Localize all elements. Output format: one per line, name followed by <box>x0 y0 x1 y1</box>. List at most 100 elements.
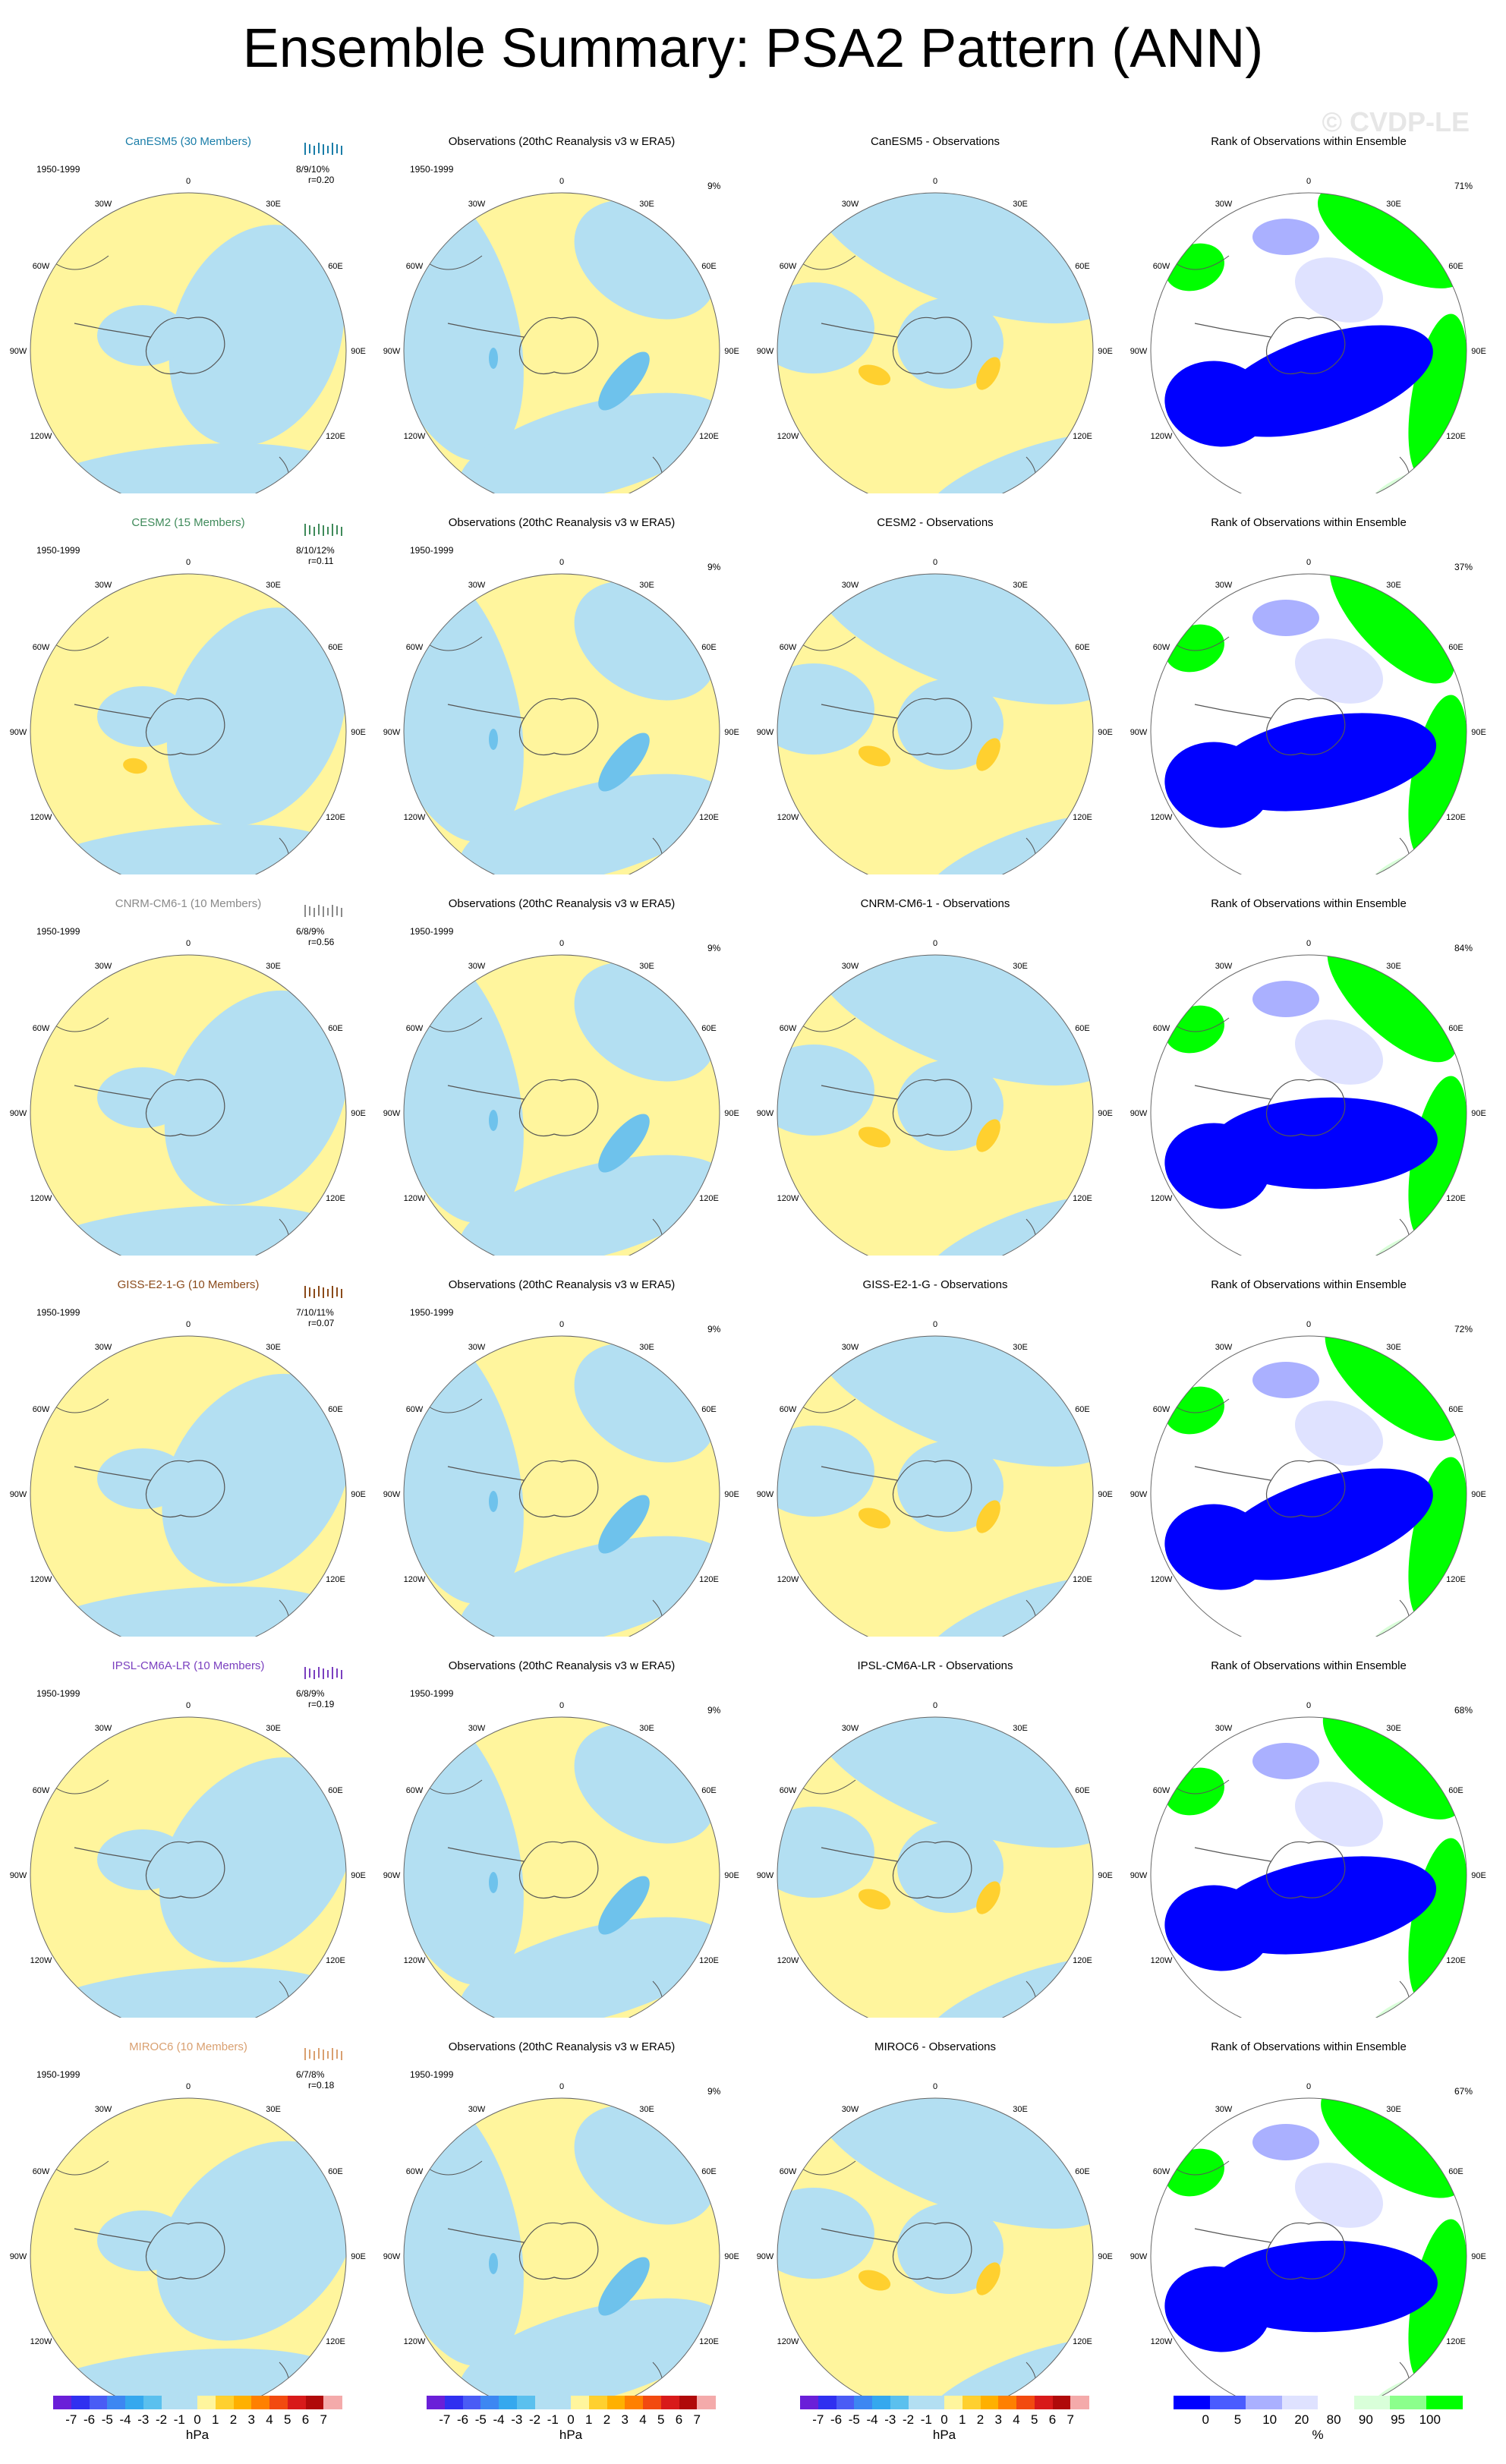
longitude-label: 0 <box>1306 939 1311 948</box>
longitude-label: 90E <box>1098 1109 1113 1118</box>
explained-variance: 9% <box>707 2086 721 2097</box>
longitude-label: 90W <box>757 1109 774 1118</box>
longitude-label: 120E <box>326 432 345 441</box>
longitude-label: 30W <box>1215 1724 1233 1733</box>
antarctic-peninsula-outline <box>447 1847 525 1862</box>
longitude-label: 90E <box>724 347 739 356</box>
rank-low-region <box>1164 742 1271 828</box>
colorbar-tick-label: 7 <box>320 2412 327 2427</box>
longitude-label: 90E <box>351 1490 366 1499</box>
longitude-label: 120E <box>699 813 719 822</box>
longitude-label: 0 <box>186 558 191 567</box>
panel-title: Observations (20thC Reanalysis v3 w ERA5… <box>448 135 676 148</box>
colorbar-swatch <box>161 2396 180 2409</box>
longitude-label: 90W <box>10 1109 27 1118</box>
colorbar-tick-label: 2 <box>229 2412 238 2427</box>
longitude-label: 0 <box>186 1320 191 1329</box>
colorbar-swatch <box>1318 2396 1354 2409</box>
rank-percentage: 68% <box>1454 1705 1473 1716</box>
antarctic-peninsula-outline <box>1194 704 1271 719</box>
colorbar-tick-label: -1 <box>173 2412 185 2427</box>
colorbar-tick-label: -2 <box>528 2412 541 2427</box>
negative-anomaly-region <box>164 990 346 1205</box>
longitude-label: 120W <box>404 1956 426 1965</box>
longitude-label: 90E <box>1098 347 1113 356</box>
longitude-label: 90E <box>724 1490 739 1499</box>
negative-anomaly-region <box>777 282 874 373</box>
colorbar-swatch <box>1070 2396 1089 2409</box>
strong-positive-region <box>976 1881 1000 1914</box>
longitude-label: 0 <box>559 939 564 948</box>
longitude-label: 30E <box>639 1343 654 1352</box>
polar-map: 030E60E90E120E150E180150W120W90W60W30W <box>383 1701 739 2018</box>
longitude-label: 30W <box>95 581 112 590</box>
pattern-correlation: r=0.07 <box>308 1318 335 1328</box>
colorbar-swatch <box>89 2396 108 2409</box>
colorbar-swatch <box>679 2396 698 2409</box>
antarctica-outline <box>145 1460 225 1517</box>
colorbar-swatch <box>944 2396 963 2409</box>
panel-title: GISS-E2-1-G (10 Members) <box>117 1278 260 1291</box>
negative-anomaly-region <box>30 1967 340 2018</box>
colorbar-tick-label: -3 <box>511 2412 523 2427</box>
colorbar-tick-label: 90 <box>1358 2412 1373 2427</box>
panel-model: 030E60E90E120E150E180150W120W90W60W30WCN… <box>0 876 376 1256</box>
longitude-label: 90W <box>1130 1871 1148 1880</box>
longitude-label: 60E <box>1075 1024 1090 1033</box>
longitude-label: 60W <box>406 1786 424 1795</box>
colorbar-tick-label: 2 <box>603 2412 611 2427</box>
colorbar-swatch <box>625 2396 644 2409</box>
ensemble-whisker-plot <box>304 143 342 155</box>
rank-low-light-region <box>1294 1401 1384 1466</box>
longitude-label: 30W <box>95 962 112 971</box>
antarctic-peninsula-outline <box>74 704 151 719</box>
longitude-label: 60W <box>406 643 424 652</box>
polar-map: 030E60E90E120E150E180150W120W90W60W30W <box>757 558 1113 874</box>
longitude-label: 90W <box>383 347 401 356</box>
colorbar-tick-label: 80 <box>1326 2412 1341 2427</box>
antarctica-outline <box>892 1841 972 1898</box>
colorbar-swatch <box>480 2396 499 2409</box>
longitude-label: 30E <box>1386 962 1401 971</box>
strong-positive-region <box>976 1119 1000 1152</box>
polar-map: 030E60E90E120E150E180150W120W90W60W30W <box>10 558 366 874</box>
map-boundary-circle <box>30 192 347 493</box>
explained-variance: 9% <box>707 1705 721 1716</box>
colorbar-swatch <box>1209 2396 1246 2409</box>
panel-rank: 030E60E90E120E150E180150W120W90W60W30WRa… <box>1120 876 1497 1256</box>
panel-title: Observations (20thC Reanalysis v3 w ERA5… <box>448 897 676 910</box>
strong-positive-region <box>858 1508 891 1529</box>
longitude-label: 90E <box>724 1109 739 1118</box>
panel-title: CESM2 (15 Members) <box>131 516 245 529</box>
longitude-label: 90E <box>351 347 366 356</box>
longitude-label: 60E <box>1075 2167 1090 2176</box>
strong-positive-region <box>858 2270 891 2291</box>
panel-model: 030E60E90E120E150E180150W120W90W60W30WIP… <box>0 1638 376 2018</box>
colorbar-tick-label: -4 <box>119 2412 131 2427</box>
longitude-label: 60W <box>406 262 424 271</box>
strong-negative-region <box>598 1495 650 1554</box>
polar-map: 030E60E90E120E150E180150W120W90W60W30W <box>1130 558 1486 874</box>
colorbar-tick-label: 0 <box>1202 2412 1209 2427</box>
longitude-label: 60E <box>701 1024 717 1033</box>
longitude-label: 90E <box>1471 2252 1486 2261</box>
negative-anomaly-region <box>897 298 1003 389</box>
colorbar-tick-label: 7 <box>1066 2412 1074 2427</box>
polar-map: 030E60E90E120E150E180150W120W90W60W30W <box>757 2082 1113 2399</box>
longitude-label: 120E <box>699 2337 719 2346</box>
colorbar-unit: hPa <box>559 2428 583 2442</box>
antarctic-peninsula-outline <box>1194 1466 1271 1481</box>
colorbar: -7 -6 -5 -4 -3 -2 -1 0 1 2 3 4 5 6 7 hPa <box>53 2396 342 2449</box>
map-boundary-circle <box>30 2097 347 2399</box>
strong-positive-region <box>976 1500 1000 1533</box>
strong-negative-region <box>489 1491 498 1512</box>
colorbar-tick-label: 0 <box>567 2412 575 2427</box>
ensemble-whisker-plot <box>304 524 342 536</box>
longitude-label: 30E <box>639 200 654 209</box>
panel-rank: 030E60E90E120E150E180150W120W90W60W30WRa… <box>1120 1257 1497 1637</box>
strong-negative-region <box>598 1114 650 1173</box>
antarctica-outline <box>1265 1460 1346 1517</box>
longitude-label: 120E <box>1446 1956 1466 1965</box>
period-label: 1950-1999 <box>410 164 454 175</box>
panel-title: IPSL-CM6A-LR - Observations <box>857 1659 1013 1672</box>
